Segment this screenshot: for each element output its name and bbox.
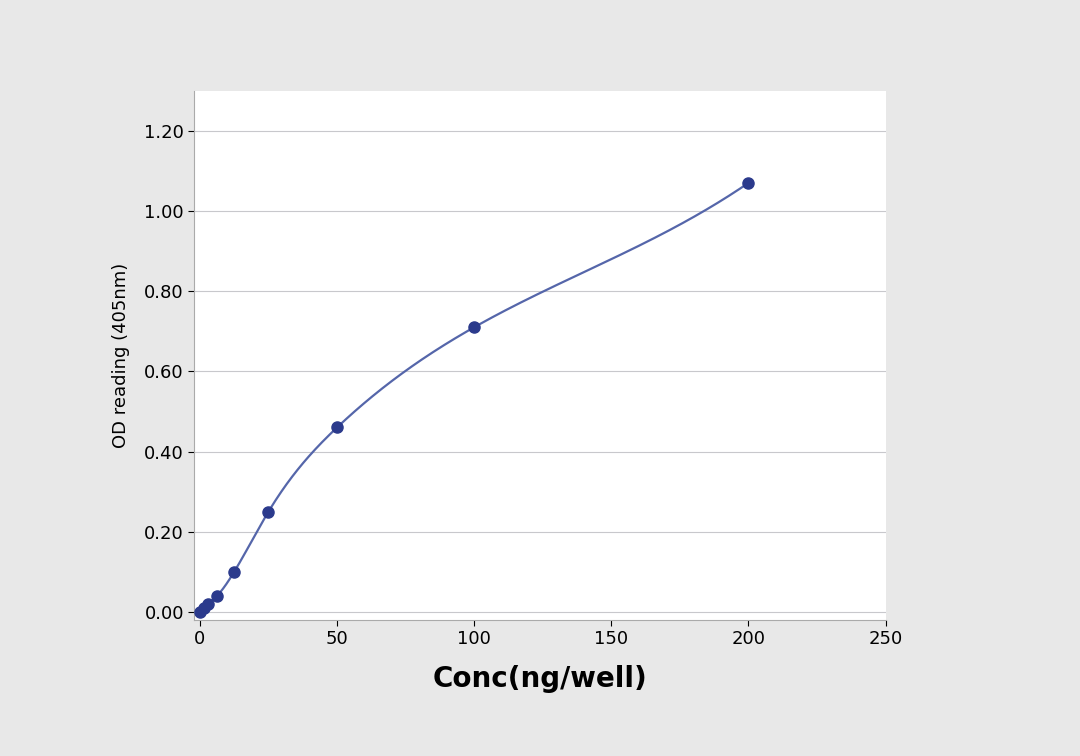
X-axis label: Conc(ng/well): Conc(ng/well) xyxy=(433,665,647,693)
Y-axis label: OD reading (405nm): OD reading (405nm) xyxy=(112,262,131,448)
